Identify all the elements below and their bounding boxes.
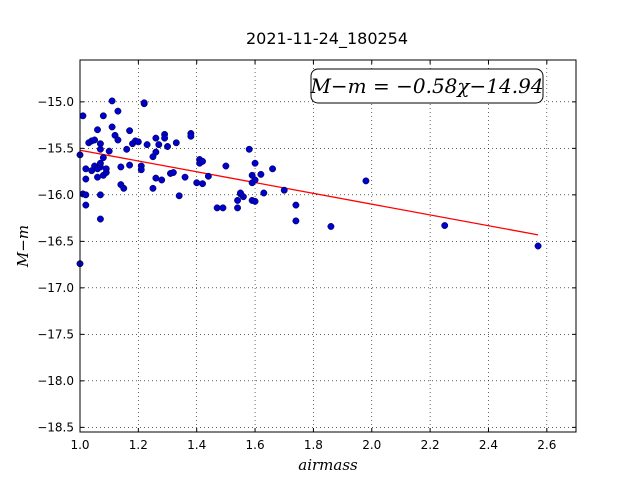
data-point bbox=[152, 148, 160, 156]
annotation-text: M−m = −0.58χ−14.94 bbox=[309, 74, 543, 98]
data-point bbox=[126, 161, 134, 169]
data-point bbox=[534, 242, 542, 250]
y-tick-label: −15.5 bbox=[37, 141, 74, 155]
data-point bbox=[251, 176, 259, 184]
data-point bbox=[164, 143, 171, 150]
data-point bbox=[251, 197, 259, 205]
chart-title: 2021-11-24_180254 bbox=[246, 29, 408, 49]
data-point bbox=[99, 112, 107, 120]
y-tick-label: −15.0 bbox=[37, 95, 74, 109]
data-point bbox=[108, 97, 116, 105]
data-point bbox=[251, 159, 259, 167]
data-point bbox=[91, 136, 99, 144]
data-point bbox=[234, 196, 242, 204]
data-point bbox=[94, 126, 101, 134]
data-point bbox=[213, 204, 221, 212]
data-point bbox=[441, 222, 449, 229]
x-tick-label: 1.8 bbox=[304, 438, 323, 452]
data-point bbox=[102, 165, 110, 173]
y-tick-label: −16.0 bbox=[37, 188, 74, 202]
data-point bbox=[96, 215, 104, 223]
plot-frame bbox=[79, 59, 577, 433]
data-point bbox=[155, 141, 163, 149]
data-point bbox=[362, 177, 370, 185]
data-point bbox=[193, 179, 201, 187]
fit-annotation: M−m = −0.58χ−14.94 bbox=[309, 68, 544, 104]
x-tick-label: 1.2 bbox=[129, 438, 148, 452]
annotation-box bbox=[310, 68, 544, 104]
fit-line bbox=[79, 149, 539, 236]
data-point bbox=[79, 112, 87, 120]
x-axis-label: airmass bbox=[298, 456, 358, 474]
data-point bbox=[222, 162, 230, 170]
data-points bbox=[76, 97, 542, 268]
data-point bbox=[269, 165, 277, 173]
x-tick-label: 2.0 bbox=[362, 438, 381, 452]
data-point bbox=[292, 201, 300, 209]
data-point bbox=[96, 191, 104, 199]
data-point bbox=[234, 204, 242, 212]
data-point bbox=[82, 165, 90, 173]
y-axis: −15.0 −15.5 −16.0 −16.5 −17.0 −17.5 −18.0 −18.5 bbox=[37, 95, 576, 434]
data-point bbox=[149, 184, 157, 192]
data-point bbox=[114, 136, 122, 144]
y-tick-label: −16.5 bbox=[37, 234, 74, 248]
data-point bbox=[260, 189, 268, 197]
data-point bbox=[152, 174, 160, 182]
fit-line-group bbox=[79, 149, 539, 236]
data-point bbox=[172, 139, 180, 147]
data-point bbox=[114, 107, 122, 115]
data-point bbox=[245, 145, 253, 153]
y-tick-label: −18.0 bbox=[37, 374, 74, 388]
data-point bbox=[204, 172, 212, 180]
x-tick-label: 1.0 bbox=[70, 438, 89, 452]
data-point bbox=[152, 134, 160, 142]
data-point bbox=[137, 166, 145, 174]
y-axis-label: M−m bbox=[14, 225, 32, 268]
data-point bbox=[327, 223, 335, 230]
data-point bbox=[257, 170, 265, 178]
y-tick-label: −17.5 bbox=[37, 327, 74, 341]
data-point bbox=[175, 192, 183, 200]
x-axis: 1.0 1.2 1.4 1.6 1.8 2.0 2.2 2.4 2.6 bbox=[70, 60, 556, 452]
data-point bbox=[187, 132, 195, 140]
x-tick-label: 2.6 bbox=[537, 438, 556, 452]
data-point bbox=[126, 127, 134, 135]
data-point bbox=[158, 176, 166, 184]
data-point bbox=[143, 141, 151, 149]
x-tick-label: 1.6 bbox=[246, 438, 265, 452]
data-point bbox=[239, 193, 247, 201]
data-point bbox=[219, 204, 227, 212]
y-tick-label: −17.0 bbox=[37, 281, 74, 295]
data-point bbox=[94, 173, 101, 181]
data-point bbox=[140, 99, 148, 107]
data-point bbox=[280, 186, 288, 194]
data-point bbox=[181, 173, 189, 181]
data-point bbox=[105, 147, 113, 155]
data-point bbox=[292, 217, 300, 225]
data-point bbox=[123, 145, 131, 153]
x-tick-label: 2.2 bbox=[421, 438, 440, 452]
x-tick-label: 2.4 bbox=[479, 438, 498, 452]
data-point bbox=[96, 159, 104, 167]
data-point bbox=[134, 138, 142, 146]
data-point bbox=[96, 145, 104, 153]
data-point bbox=[99, 154, 107, 162]
data-point bbox=[108, 123, 116, 131]
data-point bbox=[82, 175, 90, 183]
data-point bbox=[199, 180, 206, 188]
data-point bbox=[161, 134, 169, 142]
x-tick-label: 1.4 bbox=[187, 438, 206, 452]
data-point bbox=[117, 163, 125, 171]
data-point bbox=[199, 157, 206, 165]
data-point bbox=[169, 169, 177, 176]
y-tick-label: −18.5 bbox=[37, 420, 74, 434]
data-point bbox=[120, 184, 128, 192]
data-point bbox=[82, 201, 90, 209]
